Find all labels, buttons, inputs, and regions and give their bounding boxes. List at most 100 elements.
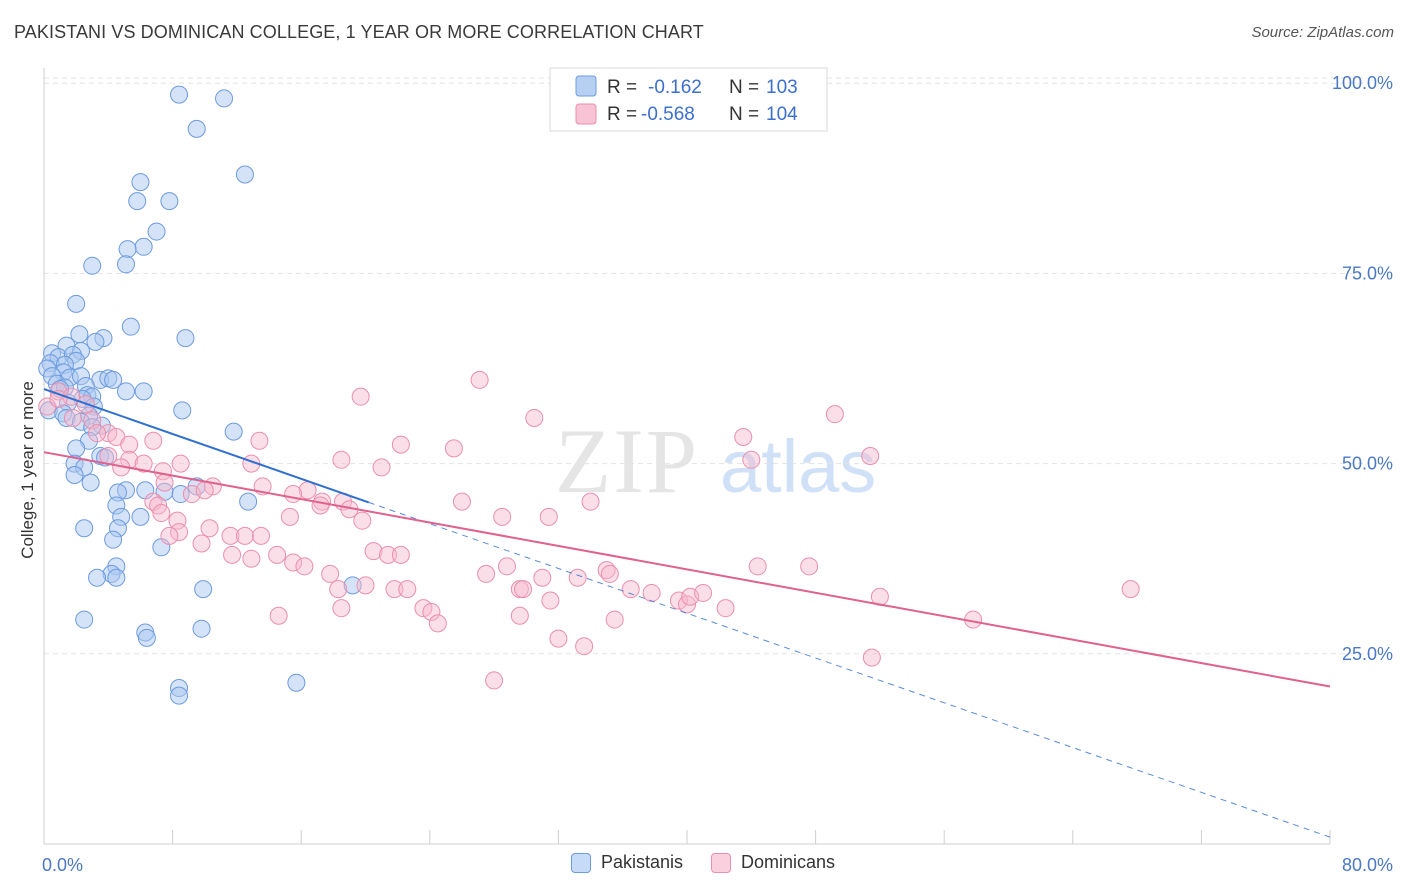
dominican-point xyxy=(195,481,214,500)
dominican-point xyxy=(398,580,417,599)
dominican-point xyxy=(477,564,496,583)
axes xyxy=(43,68,1331,845)
pakistani-point xyxy=(131,173,150,192)
dominican-point xyxy=(694,583,713,602)
pakistani-point xyxy=(65,466,84,485)
dominican-point xyxy=(63,408,82,427)
pakistani-point xyxy=(116,382,135,401)
dominican-point xyxy=(192,534,211,553)
legend-swatch-dominicans xyxy=(575,103,597,125)
dominican-point xyxy=(160,526,179,545)
pakistanis-trend-extension xyxy=(368,501,1331,838)
dominican-point xyxy=(170,523,189,542)
dominican-point xyxy=(311,496,330,515)
zipatlas-watermark: ZIP atlas xyxy=(555,410,876,512)
dominican-point xyxy=(605,610,624,629)
dominican-point xyxy=(144,431,163,450)
y-tick-label: 75.0% xyxy=(1342,263,1393,283)
chart-title: PAKISTANI VS DOMINICAN COLLEGE, 1 YEAR O… xyxy=(14,22,704,42)
pakistani-point xyxy=(118,240,137,259)
x-tick-label: 0.0% xyxy=(42,855,83,875)
pakistani-point xyxy=(192,619,211,638)
dominican-point xyxy=(800,557,819,576)
pakistani-point xyxy=(137,628,156,647)
dominican-point xyxy=(568,568,587,587)
dominican-point xyxy=(581,492,600,511)
dominican-point xyxy=(862,648,881,667)
grid-lines xyxy=(44,77,1370,655)
dominican-point xyxy=(152,504,171,523)
dominican-point xyxy=(321,564,340,583)
pakistani-point xyxy=(75,610,94,629)
pakistani-point xyxy=(67,294,86,313)
legend-r-label: R = xyxy=(607,77,637,98)
dominican-point xyxy=(734,427,753,446)
legend-label-dominicans: Dominicans xyxy=(741,852,836,872)
pakistani-point xyxy=(121,317,140,336)
dominican-point xyxy=(510,606,529,625)
dominican-point xyxy=(497,557,516,576)
pakistani-point xyxy=(224,422,243,441)
pakistani-point xyxy=(75,519,94,538)
legend-item-dominicans: Dominicans xyxy=(711,852,835,873)
dominican-point xyxy=(444,439,463,458)
pakistani-point xyxy=(104,530,123,549)
x-tick-labels: 0.0% 80.0% xyxy=(42,855,1393,875)
legend-r-value: -0.162 xyxy=(648,77,702,98)
dominican-point xyxy=(155,473,174,492)
pakistanis-trend-line xyxy=(43,388,370,504)
dominican-point xyxy=(452,492,471,511)
dominican-point xyxy=(539,507,558,526)
dominican-point xyxy=(391,435,410,454)
dominican-point xyxy=(621,580,640,599)
legend-item-pakistanis: Pakistanis xyxy=(570,852,683,873)
dominican-point xyxy=(252,526,271,545)
dominican-point xyxy=(470,370,489,389)
pakistani-point xyxy=(170,686,189,705)
pakistani-point xyxy=(134,237,153,256)
dominican-point xyxy=(235,526,254,545)
dominican-point xyxy=(356,576,375,595)
pakistani-point xyxy=(116,255,135,274)
y-tick-label: 25.0% xyxy=(1342,644,1393,664)
dominican-point xyxy=(748,557,767,576)
dominican-point xyxy=(364,542,383,561)
pakistani-point xyxy=(176,329,195,348)
dominican-point xyxy=(250,431,269,450)
dominican-point xyxy=(541,591,560,610)
source-credit: Source: ZipAtlas.com xyxy=(1251,24,1394,41)
pakistani-point xyxy=(343,576,362,595)
pakistani-point xyxy=(147,222,166,241)
dominican-point xyxy=(372,458,391,477)
dominican-point xyxy=(200,519,219,538)
dominican-point xyxy=(533,568,552,587)
svg-text:ZIP: ZIP xyxy=(555,410,699,512)
dominicans-trend-line xyxy=(43,451,1331,688)
dominican-point xyxy=(600,564,619,583)
legend-swatch-dominicans xyxy=(711,852,731,873)
dominican-point xyxy=(269,606,288,625)
dominicans-points xyxy=(38,370,1140,690)
pakistani-point xyxy=(160,192,179,211)
dominican-point xyxy=(168,511,187,530)
pakistani-point xyxy=(170,85,189,104)
pakistani-point xyxy=(235,165,254,184)
y-tick-label: 50.0% xyxy=(1342,454,1393,474)
dominican-point xyxy=(642,583,661,602)
dominican-point xyxy=(1121,580,1140,599)
pakistani-point xyxy=(81,473,100,492)
legend-r-value: -0.568 xyxy=(641,104,695,125)
legend-n-label: N = xyxy=(729,77,759,98)
dominican-point xyxy=(716,599,735,618)
dominican-point xyxy=(549,629,568,648)
correlation-legend: R = -0.162 N = 103 R = -0.568 N = 104 xyxy=(549,67,828,132)
dominican-point xyxy=(329,580,348,599)
dominican-point xyxy=(120,435,139,454)
pakistani-point xyxy=(83,256,102,275)
dominican-point xyxy=(332,599,351,618)
pakistani-point xyxy=(67,439,86,458)
dominican-point xyxy=(391,545,410,564)
pakistani-point xyxy=(104,370,123,389)
dominican-point xyxy=(575,637,594,656)
pakistanis-points xyxy=(38,85,362,705)
